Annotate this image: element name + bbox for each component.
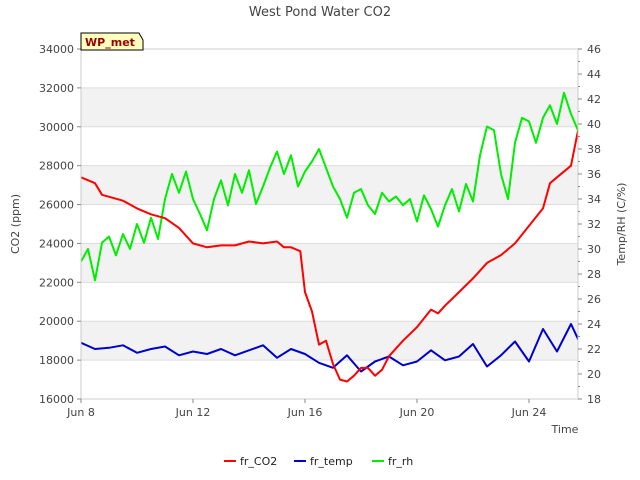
right-tick-label: 38 <box>587 143 601 156</box>
plot-bands <box>81 87 578 361</box>
x-tick-label: Jun 8 <box>66 406 95 419</box>
right-tick-label: 34 <box>587 193 601 206</box>
x-axis-title: Time <box>551 423 579 436</box>
right-tick-label: 26 <box>587 293 601 306</box>
right-tick-label: 44 <box>587 68 601 81</box>
left-tick-label: 18000 <box>39 354 74 367</box>
legend-label: fr_rh <box>388 455 413 468</box>
left-tick-label: 32000 <box>39 82 74 95</box>
legend: fr_CO2 fr_temp fr_rh <box>224 455 413 468</box>
right-tick-label: 32 <box>587 218 601 231</box>
legend-label: fr_CO2 <box>240 455 277 468</box>
series-line-fr-rh <box>81 91 578 282</box>
plot-band <box>81 87 578 127</box>
right-axis: 18 20 22 24 26 28 30 32 34 36 38 40 42 44 46 <box>578 43 601 406</box>
right-tick-label: 18 <box>587 393 601 406</box>
left-tick-label: 24000 <box>39 237 74 250</box>
right-tick-label: 28 <box>587 268 601 281</box>
series-line-fr-temp <box>81 323 578 373</box>
left-tick-label: 22000 <box>39 276 74 289</box>
left-tick-label: 30000 <box>39 121 74 134</box>
x-axis: Jun 8 Jun 12 Jun 16 Jun 20 Jun 24 <box>66 399 546 419</box>
right-tick-label: 20 <box>587 368 601 381</box>
legend-label: fr_temp <box>310 455 353 468</box>
right-tick-label: 42 <box>587 93 601 106</box>
left-tick-label: 34000 <box>39 43 74 56</box>
left-tick-label: 26000 <box>39 199 74 212</box>
left-tick-label: 20000 <box>39 315 74 328</box>
left-tick-label: 28000 <box>39 160 74 173</box>
plot-band <box>81 165 578 205</box>
x-tick-label: Jun 24 <box>511 406 547 419</box>
right-tick-label: 46 <box>587 43 601 56</box>
x-tick-label: Jun 20 <box>399 406 435 419</box>
left-axis: 16000 18000 20000 22000 24000 26000 28000 30000… <box>39 43 81 406</box>
right-tick-label: 30 <box>587 243 601 256</box>
right-axis-title: Temp/RH (C/%) <box>615 183 628 267</box>
x-tick-label: Jun 12 <box>175 406 211 419</box>
left-axis-title: CO2 (ppm) <box>9 194 22 254</box>
left-tick-label: 16000 <box>39 393 74 406</box>
badge-label: WP_met <box>85 36 135 49</box>
series-line-fr-co2 <box>81 129 578 383</box>
right-tick-label: 36 <box>587 168 601 181</box>
x-tick-label: Jun 16 <box>287 406 323 419</box>
wp-met-badge: WP_met <box>80 32 144 51</box>
right-tick-label: 24 <box>587 318 601 331</box>
right-tick-label: 22 <box>587 343 601 356</box>
plot-band <box>81 243 578 283</box>
series-layer <box>81 91 578 383</box>
right-tick-label: 40 <box>587 118 601 131</box>
badge-box <box>80 32 144 51</box>
chart-title: West Pond Water CO2 <box>249 5 391 20</box>
